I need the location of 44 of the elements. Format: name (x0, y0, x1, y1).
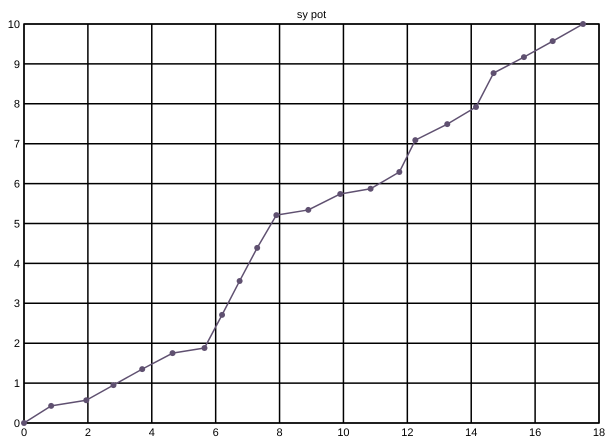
point (139, 366, 146, 372)
point (550, 38, 556, 44)
x-tick-label: 10 (337, 427, 350, 438)
point (444, 121, 450, 128)
y-tick-label: 1 (14, 378, 20, 390)
point (520, 54, 527, 60)
point (412, 137, 418, 144)
y-tick-label: 9 (14, 58, 20, 71)
x-tick-label: 12 (401, 427, 414, 438)
point (110, 382, 116, 388)
point (83, 397, 90, 404)
point (201, 344, 208, 351)
y-tick-label: 0 (14, 418, 20, 430)
point (236, 278, 243, 284)
point (396, 169, 402, 176)
y-tick-label: 2 (14, 338, 20, 350)
x-tick-label: 16 (528, 427, 542, 438)
y-tick-label: 5 (14, 218, 20, 230)
point (368, 186, 374, 192)
point (490, 70, 497, 76)
point (273, 212, 280, 218)
x-tick-label: 14 (465, 427, 478, 438)
point (473, 104, 480, 110)
chart-title: sy pot (296, 9, 326, 21)
y-tick-label: 7 (14, 138, 20, 151)
y-tick-label: 8 (14, 98, 20, 111)
x-tick-label: 0 (20, 427, 28, 438)
point (170, 350, 176, 356)
y-tick-label: 6 (14, 178, 20, 190)
point (580, 21, 586, 27)
x-tick-label: 4 (148, 427, 155, 438)
point (219, 312, 226, 318)
x-tick-label: 8 (276, 427, 283, 438)
x-tick-label: 18 (592, 427, 605, 438)
point (48, 402, 54, 409)
y-tick-label: 10 (8, 18, 20, 31)
x-tick-label: 6 (212, 427, 219, 438)
y-tick-label: 4 (14, 258, 20, 270)
point (337, 190, 344, 197)
point (21, 420, 27, 426)
y-tick-label: 3 (14, 298, 20, 310)
point (305, 206, 312, 213)
point (254, 244, 260, 251)
x-tick-label: 2 (84, 427, 91, 438)
